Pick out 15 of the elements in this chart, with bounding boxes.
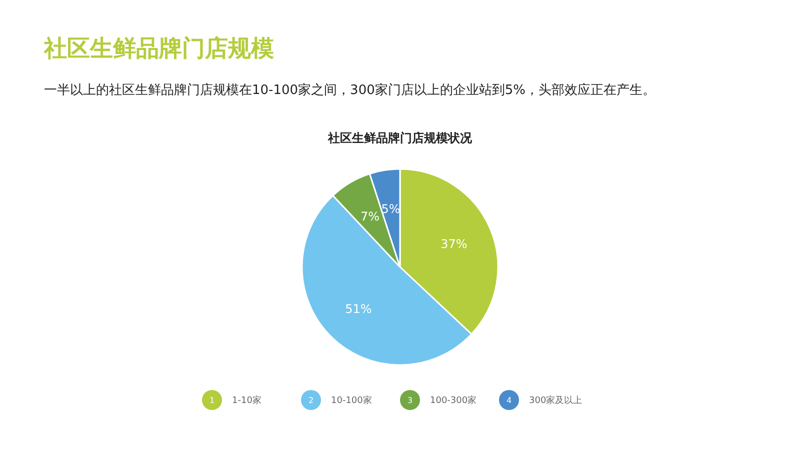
- data-label: 5%: [381, 202, 400, 216]
- chart-title: 社区生鲜品牌门店规模: [43, 35, 274, 62]
- text: 3: [407, 396, 413, 405]
- legend-label: 1-10家: [232, 395, 262, 406]
- legend-label: 10-100家: [331, 395, 372, 406]
- text: 1: [209, 396, 215, 405]
- text: 2: [308, 396, 314, 405]
- chart-subtitle: 一半以上的社区生鲜品牌门店规模在10-100家之间，300家门店以上的企业站到5%，头部效应正在产生。: [44, 82, 656, 98]
- text: 社区生鲜品牌门店规模状况: [327, 131, 473, 145]
- data-label: 7%: [360, 210, 380, 224]
- legend-label: 100-300家: [430, 395, 477, 406]
- legend-label: 300家及以上: [529, 395, 582, 406]
- data-label: 37%: [440, 236, 468, 251]
- text: 4: [506, 396, 512, 405]
- data-label: 51%: [345, 302, 372, 316]
